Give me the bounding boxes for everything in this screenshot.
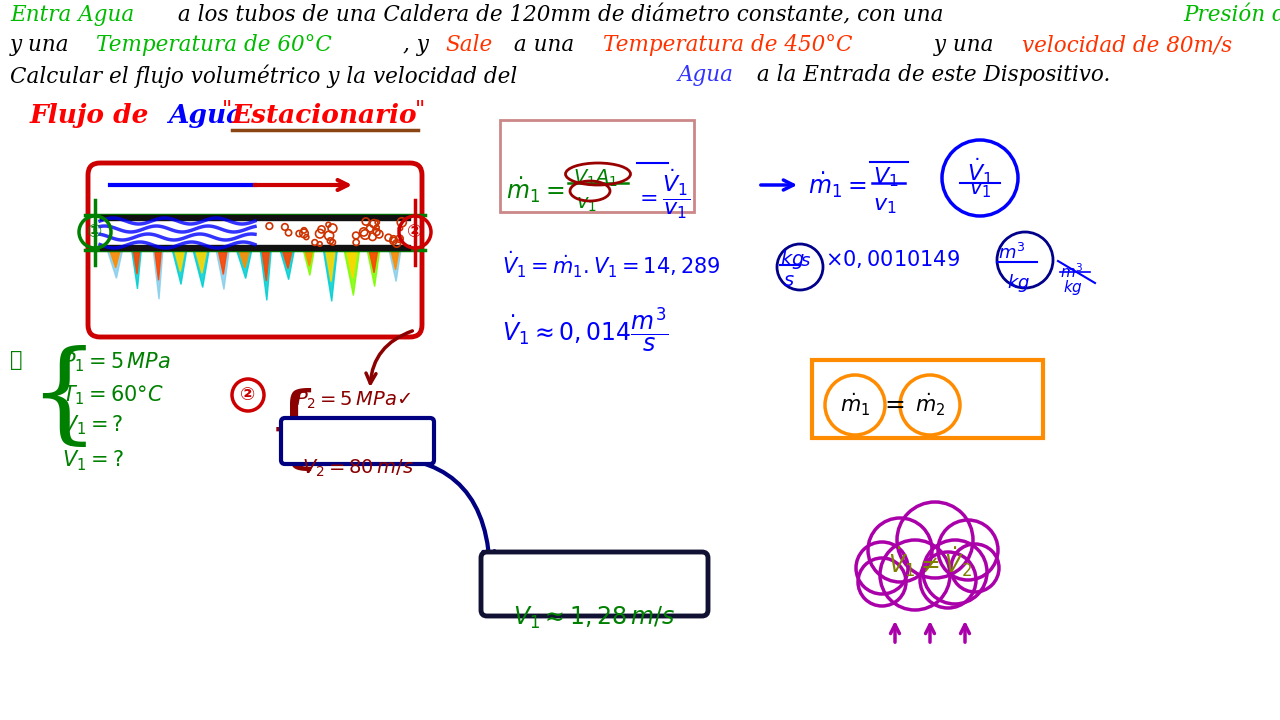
Text: velocidad de 80m/s: velocidad de 80m/s xyxy=(1023,34,1233,56)
Text: a la Entrada de este Dispositivo.: a la Entrada de este Dispositivo. xyxy=(750,64,1111,86)
Text: Agua: Agua xyxy=(168,103,243,128)
Text: Estacionario: Estacionario xyxy=(232,103,417,128)
Text: $\dot{m}_2$: $\dot{m}_2$ xyxy=(915,392,945,418)
Circle shape xyxy=(858,558,906,606)
Text: a los tubos de una Caldera de 120mm de diámetro constante, con una: a los tubos de una Caldera de 120mm de d… xyxy=(172,4,951,26)
Polygon shape xyxy=(306,252,312,266)
Text: Entra Agua: Entra Agua xyxy=(10,4,134,26)
Polygon shape xyxy=(280,252,294,279)
Text: $\dot{m}_1$: $\dot{m}_1$ xyxy=(840,392,870,418)
Circle shape xyxy=(881,540,950,610)
Polygon shape xyxy=(367,252,379,287)
Polygon shape xyxy=(155,252,161,280)
Text: $v_1$: $v_1$ xyxy=(873,196,896,216)
FancyBboxPatch shape xyxy=(812,360,1043,438)
Text: $\times 0,0010149$: $\times 0,0010149$ xyxy=(826,248,960,270)
Text: Agua: Agua xyxy=(677,64,733,86)
Text: $\dot{V}_1$: $\dot{V}_1$ xyxy=(968,157,993,187)
Text: $= \dfrac{\dot{V}_1}{v_1}$: $= \dfrac{\dot{V}_1}{v_1}$ xyxy=(635,168,690,221)
Polygon shape xyxy=(389,252,401,282)
Circle shape xyxy=(856,542,908,594)
Text: Flujo de: Flujo de xyxy=(29,103,159,128)
Polygon shape xyxy=(237,252,251,279)
Polygon shape xyxy=(262,252,269,281)
Text: $m^3$: $m^3$ xyxy=(1060,262,1083,281)
Text: $v_1$: $v_1$ xyxy=(969,180,991,200)
Polygon shape xyxy=(261,252,271,300)
Text: $\dot{V}_1 \approx 0,014\dfrac{m^3}{s}$: $\dot{V}_1 \approx 0,014\dfrac{m^3}{s}$ xyxy=(502,305,668,354)
Text: $s$: $s$ xyxy=(783,271,795,290)
Text: $V_1$: $V_1$ xyxy=(873,165,899,189)
Text: $V_1 \approx 1,28\,m/s$: $V_1 \approx 1,28\,m/s$ xyxy=(513,605,675,631)
Polygon shape xyxy=(133,252,140,274)
Text: ②: ② xyxy=(407,223,422,241)
Text: $s$: $s$ xyxy=(800,252,810,270)
Polygon shape xyxy=(216,252,229,289)
Polygon shape xyxy=(110,252,120,268)
Polygon shape xyxy=(347,252,357,278)
Text: $T_1 = 60°C$: $T_1 = 60°C$ xyxy=(61,383,164,407)
Text: Temperatura de 60°C: Temperatura de 60°C xyxy=(96,34,333,56)
Polygon shape xyxy=(370,252,378,273)
Text: ②: ② xyxy=(241,386,256,404)
Polygon shape xyxy=(326,252,335,282)
Text: , y: , y xyxy=(403,34,435,56)
Circle shape xyxy=(868,518,932,582)
Polygon shape xyxy=(108,252,122,279)
Text: $V_1 = ?$: $V_1 = ?$ xyxy=(61,413,123,436)
Polygon shape xyxy=(344,252,360,295)
Polygon shape xyxy=(219,252,227,274)
Text: $\dot{m}_1 =$: $\dot{m}_1 =$ xyxy=(506,175,564,205)
Text: $P_1 = 5\,MPa$: $P_1 = 5\,MPa$ xyxy=(61,350,170,374)
Circle shape xyxy=(920,552,977,608)
Polygon shape xyxy=(173,252,187,284)
Text: a una: a una xyxy=(507,34,581,56)
Polygon shape xyxy=(193,252,209,287)
Text: ①: ① xyxy=(10,350,23,370)
FancyBboxPatch shape xyxy=(282,418,434,464)
FancyBboxPatch shape xyxy=(88,163,422,337)
Text: {: { xyxy=(28,345,99,452)
Text: $m^3$: $m^3$ xyxy=(998,243,1025,263)
Text: Presión de 5MPa: Presión de 5MPa xyxy=(1184,4,1280,26)
Polygon shape xyxy=(132,252,141,289)
Text: Temperatura de 450°C: Temperatura de 450°C xyxy=(603,34,852,56)
Text: ①: ① xyxy=(87,223,102,241)
Text: ": " xyxy=(221,100,232,120)
Text: $T_2 = 450°C\checkmark$: $T_2 = 450°C\checkmark$ xyxy=(294,418,416,439)
Polygon shape xyxy=(303,252,314,276)
Text: $V_2 = 80\,m/s$: $V_2 = 80\,m/s$ xyxy=(302,458,413,480)
Text: $\dot{V}_1 \neq \dot{V}_2$: $\dot{V}_1 \neq \dot{V}_2$ xyxy=(888,545,972,579)
Text: $\dot{V}_1 = \dot{m}_1 . V_1 = 14,289$: $\dot{V}_1 = \dot{m}_1 . V_1 = 14,289$ xyxy=(502,250,721,280)
Text: Calcular el flujo volumétrico y la velocidad del: Calcular el flujo volumétrico y la veloc… xyxy=(10,64,524,88)
Text: $\dot{V}_1 = ?$: $\dot{V}_1 = ?$ xyxy=(61,443,124,473)
Text: $\dot{m}_1 =$: $\dot{m}_1 =$ xyxy=(808,170,867,200)
Text: $V_1A_1$: $V_1A_1$ xyxy=(573,168,618,189)
Text: $kg$: $kg$ xyxy=(780,248,805,271)
Polygon shape xyxy=(283,252,292,269)
Text: $kg$: $kg$ xyxy=(1007,272,1030,294)
Circle shape xyxy=(923,540,987,604)
Text: $=$: $=$ xyxy=(881,391,905,415)
Text: y una: y una xyxy=(10,34,77,56)
Text: ": " xyxy=(415,100,425,120)
FancyBboxPatch shape xyxy=(500,120,694,212)
Polygon shape xyxy=(196,252,206,274)
Text: $v_1$: $v_1$ xyxy=(576,195,596,214)
Circle shape xyxy=(897,502,973,578)
Polygon shape xyxy=(392,252,398,270)
Text: $P_2 = 5\,MPa\checkmark$: $P_2 = 5\,MPa\checkmark$ xyxy=(294,390,411,411)
Text: {: { xyxy=(265,388,323,475)
Polygon shape xyxy=(154,252,163,300)
Circle shape xyxy=(951,544,998,592)
Text: $kg$: $kg$ xyxy=(1062,278,1083,297)
Polygon shape xyxy=(324,252,337,302)
Circle shape xyxy=(938,520,998,580)
Text: y una: y una xyxy=(927,34,1000,56)
Text: Sale: Sale xyxy=(445,34,493,56)
Polygon shape xyxy=(239,252,250,268)
Polygon shape xyxy=(175,252,184,271)
FancyBboxPatch shape xyxy=(481,552,708,616)
